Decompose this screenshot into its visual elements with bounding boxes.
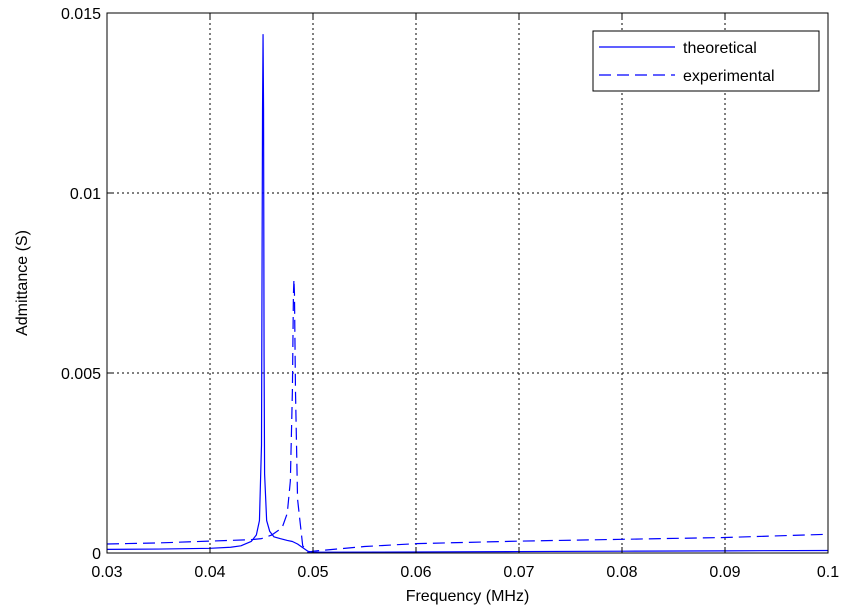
- grid: [107, 13, 828, 553]
- x-tick-label: 0.07: [503, 564, 534, 581]
- ticks: 0.03 0.04 0.05 0.06 0.07 0.08 0.09 0.1 0 0.005 0.0…: [61, 6, 839, 581]
- legend-box: [592, 30, 820, 92]
- y-axis-title: Admittance (S): [14, 230, 31, 336]
- x-tick-label: 0.03: [91, 564, 122, 581]
- y-tick-label: 0.005: [61, 366, 101, 383]
- series-line-experimental: [106, 278, 829, 553]
- x-axis-title: Frequency (MHz): [406, 588, 530, 605]
- plot-frame: [106, 12, 829, 554]
- legend-label: theoretical: [683, 40, 757, 57]
- legend: theoretical experimental: [592, 30, 820, 92]
- x-tick-label: 0.04: [194, 564, 225, 581]
- x-tick-label: 0.09: [709, 564, 740, 581]
- x-tick-label: 0.06: [400, 564, 431, 581]
- x-tick-label: 0.05: [297, 564, 328, 581]
- y-tick-label: 0.01: [70, 186, 101, 203]
- x-tick-label: 0.08: [606, 564, 637, 581]
- series-layer: [106, 33, 829, 553]
- legend-label: experimental: [683, 68, 775, 85]
- y-tick-label: 0: [92, 546, 101, 563]
- x-tick-label: 0.1: [817, 564, 839, 581]
- series-line-theoretical: [106, 33, 829, 553]
- y-tick-label: 0.015: [61, 6, 101, 23]
